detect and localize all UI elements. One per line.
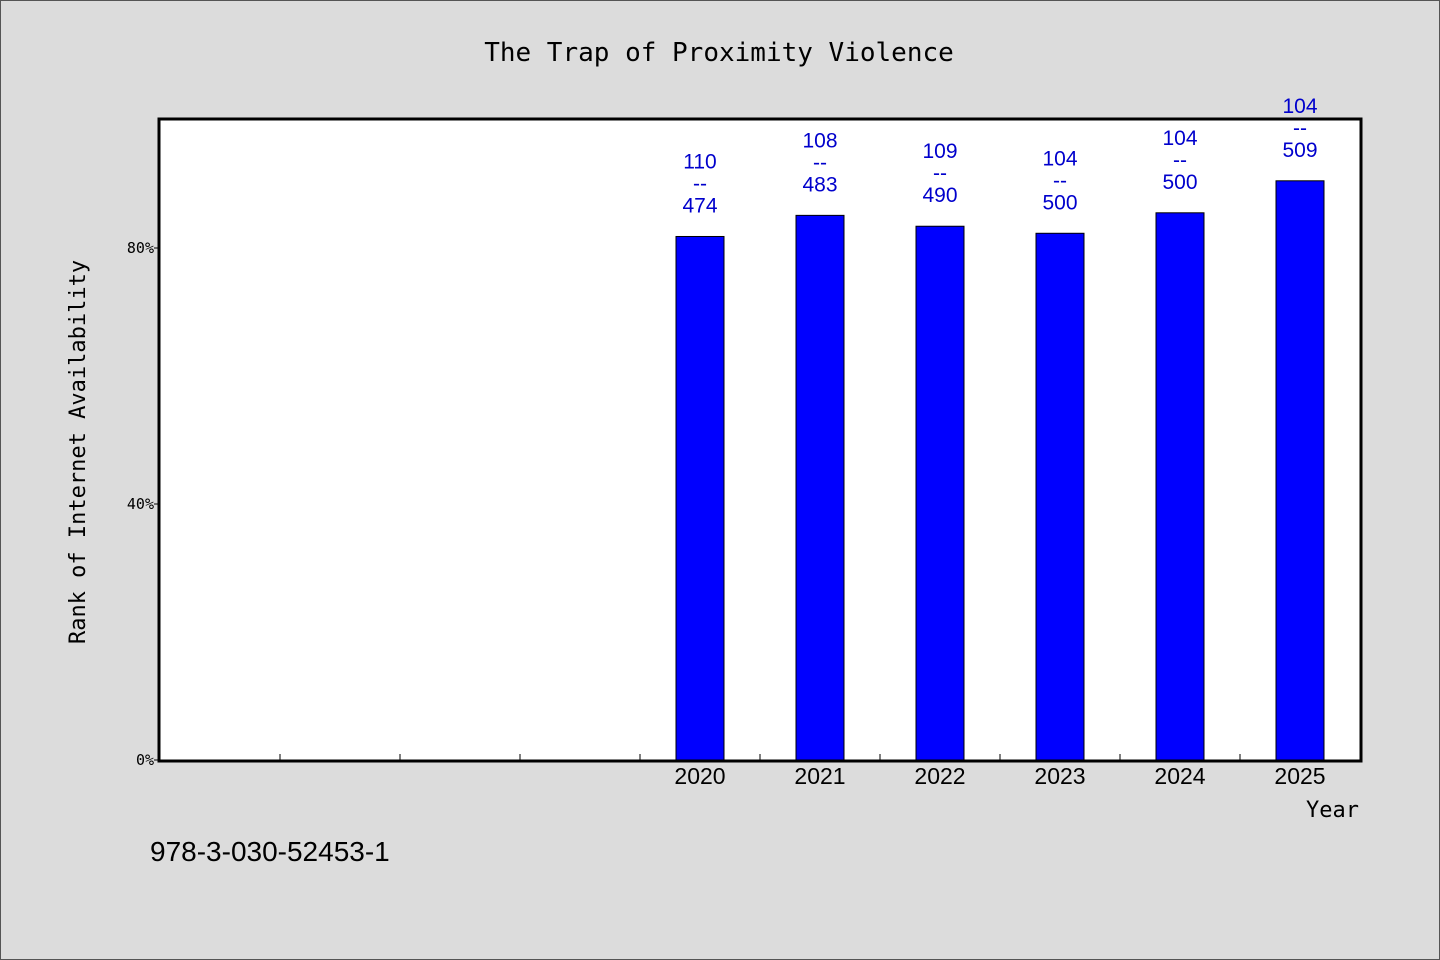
data-label: 104 xyxy=(1162,127,1197,150)
x-tick-label: 2020 xyxy=(674,763,725,789)
data-label: -- xyxy=(933,162,947,185)
data-label: 109 xyxy=(922,140,957,163)
x-tick-label: 2024 xyxy=(1154,763,1205,789)
isbn-footnote: 978-3-030-52453-1 xyxy=(150,836,390,867)
data-label: 500 xyxy=(1162,171,1197,194)
data-label: -- xyxy=(1173,149,1187,172)
y-tick-label: 80% xyxy=(127,239,154,257)
data-label: -- xyxy=(813,151,827,174)
x-tick-label: 2021 xyxy=(794,763,845,789)
data-label: 108 xyxy=(802,129,837,152)
bar-series xyxy=(675,180,1325,761)
x-tick-label: 2025 xyxy=(1274,763,1325,789)
data-label: 490 xyxy=(922,184,957,207)
bar xyxy=(1035,232,1085,761)
data-label: -- xyxy=(1053,169,1067,192)
data-label: 500 xyxy=(1042,191,1077,214)
bar xyxy=(915,225,965,761)
y-axis-label: Rank of Internet Availability xyxy=(66,260,91,644)
bar xyxy=(1155,212,1205,761)
x-axis: 2020 2021 2022 2023 2024 2025 xyxy=(279,754,1326,789)
data-label: 110 xyxy=(683,150,716,173)
data-label: 104 xyxy=(1042,147,1077,170)
x-axis-label: Year xyxy=(1306,798,1359,823)
data-label: 483 xyxy=(802,173,837,196)
x-tick-label: 2022 xyxy=(914,763,965,789)
data-label: 104 xyxy=(1282,95,1317,118)
data-label: 509 xyxy=(1282,139,1317,162)
y-tick-label: 0% xyxy=(136,751,154,769)
x-tick-label: 2023 xyxy=(1034,763,1085,789)
data-label: 474 xyxy=(682,194,717,217)
data-label: -- xyxy=(1293,117,1307,140)
bar xyxy=(675,235,725,761)
bar xyxy=(795,214,845,761)
chart-title: The Trap of Proximity Violence xyxy=(484,38,954,68)
y-tick-label: 40% xyxy=(127,495,154,513)
data-labels: 110--474108--483109--490104--500104--500… xyxy=(682,95,1317,218)
y-axis: 0% 40% 80% xyxy=(127,239,160,769)
bar xyxy=(1275,180,1325,761)
data-label: -- xyxy=(693,172,707,195)
